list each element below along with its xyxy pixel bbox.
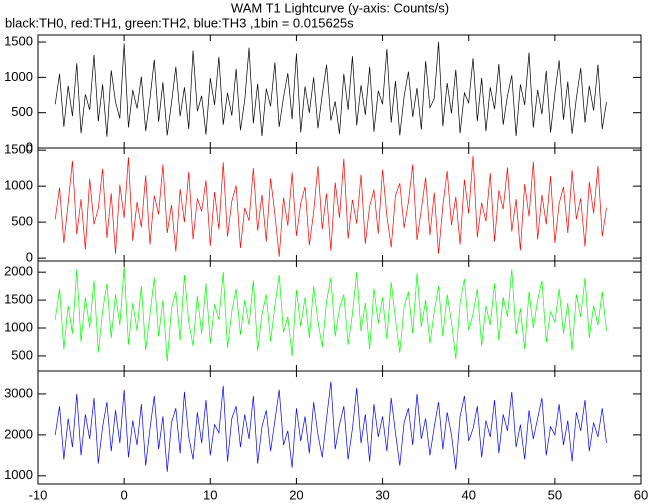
y-tick-label: 1500	[4, 142, 33, 157]
y-tick-label: 500	[11, 214, 33, 229]
y-tick-label: 3000	[4, 385, 33, 400]
x-tick-label: 40	[461, 487, 475, 502]
y-tick-label: 1000	[4, 178, 33, 193]
y-tick-label: 1000	[4, 319, 33, 334]
panel-frame	[37, 147, 642, 262]
x-tick-label: 10	[203, 487, 217, 502]
y-tick-label: 500	[11, 347, 33, 362]
y-tick-label: 0	[26, 250, 33, 265]
y-tick-label: 1500	[4, 34, 33, 49]
y-tick-label: 2000	[4, 264, 33, 279]
chart-subtitle: black:TH0, red:TH1, green:TH2, blue:TH3 …	[5, 15, 354, 30]
y-tick-label: 1500	[4, 292, 33, 307]
light-curve	[54, 381, 607, 472]
x-tick-label: 0	[121, 487, 128, 502]
y-tick-label: 1000	[4, 467, 33, 482]
x-tick-label: 60	[634, 487, 648, 502]
light-curve	[54, 42, 607, 137]
x-tick-label: 30	[375, 487, 389, 502]
y-tick-label: 1000	[4, 69, 33, 84]
x-tick-label: 50	[548, 487, 562, 502]
x-tick-label: 20	[289, 487, 303, 502]
panel-frame	[37, 370, 642, 485]
y-tick-label: 2000	[4, 426, 33, 441]
light-curve	[54, 266, 607, 362]
y-tick-label: 500	[11, 104, 33, 119]
chart-title: WAM T1 Lightcurve (y-axis: Counts/s)	[231, 0, 449, 15]
light-curve	[54, 155, 607, 257]
x-tick-label: -10	[29, 487, 48, 502]
y-tick-label: 0	[26, 139, 33, 154]
panel-frame	[37, 260, 642, 372]
